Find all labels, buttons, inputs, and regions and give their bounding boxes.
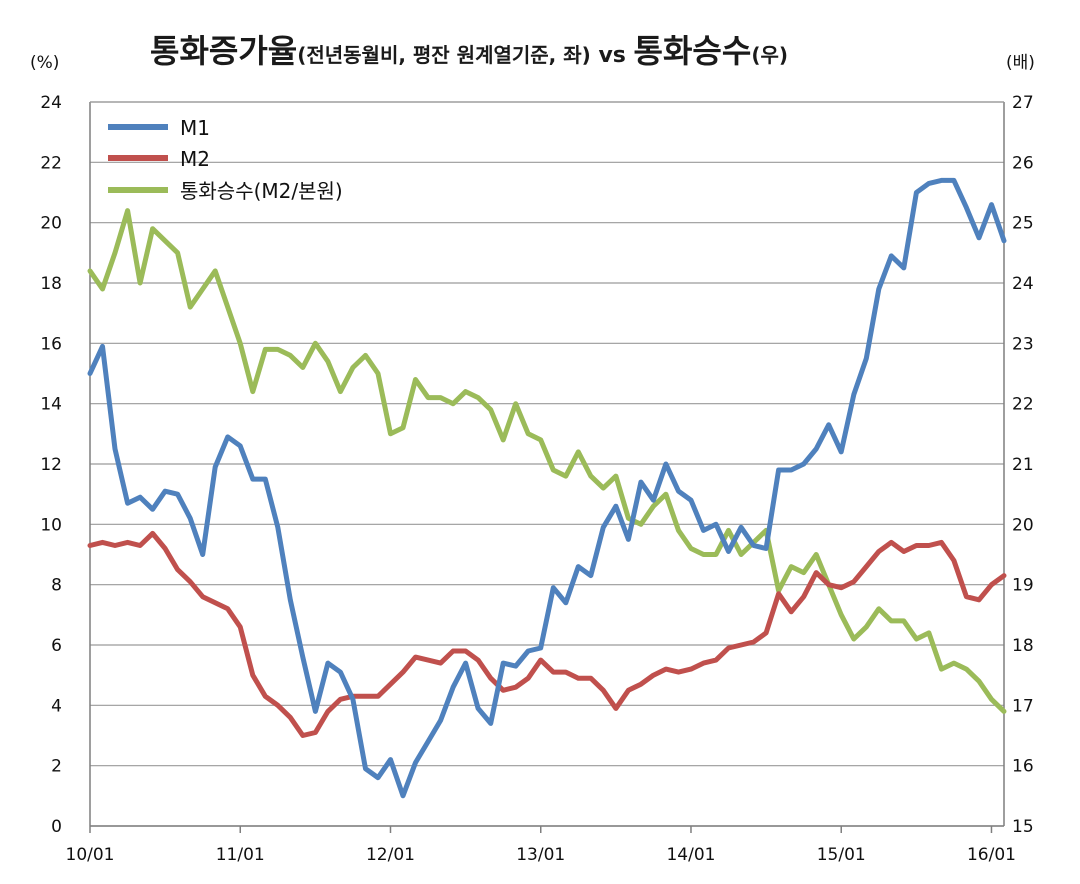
x-tick-label: 15/01 <box>817 845 866 865</box>
right-axis-unit: (배) <box>1006 53 1035 73</box>
right-tick-label: 15 <box>1012 817 1034 837</box>
left-tick-label: 4 <box>51 696 62 716</box>
x-axis-ticks: 10/01 11/01 12/01 13/01 14/01 15/01 16/01 <box>66 826 1016 865</box>
title-part-vs: vs <box>591 43 634 68</box>
right-axis-ticks: 15 16 17 18 19 20 21 22 23 24 25 26 27 <box>1012 93 1034 837</box>
left-tick-label: 24 <box>40 93 62 113</box>
right-tick-label: 22 <box>1012 395 1034 415</box>
series-lines <box>87 177 1007 799</box>
left-tick-label: 22 <box>40 153 62 173</box>
right-tick-label: 27 <box>1012 93 1034 113</box>
legend-label: M1 <box>180 116 210 140</box>
right-tick-label: 21 <box>1012 455 1034 475</box>
legend: M1 M2 통화승수(M2/본원) <box>108 116 343 203</box>
right-tick-label: 26 <box>1012 153 1034 173</box>
x-tick-label: 11/01 <box>216 845 265 865</box>
left-tick-label: 8 <box>51 576 62 596</box>
left-tick-label: 14 <box>40 395 62 415</box>
right-tick-label: 20 <box>1012 515 1034 535</box>
x-tick-label: 10/01 <box>66 845 115 865</box>
left-axis-unit: (%) <box>30 53 59 73</box>
title-part-growth: 통화증가율 <box>150 32 297 70</box>
legend-label: 통화승수(M2/본원) <box>180 179 343 203</box>
right-tick-label: 23 <box>1012 334 1034 354</box>
left-tick-label: 20 <box>40 214 62 234</box>
left-tick-label: 18 <box>40 274 62 294</box>
left-tick-label: 16 <box>40 334 62 354</box>
series-line-m2 <box>87 530 1007 738</box>
left-tick-label: 2 <box>51 757 62 777</box>
x-tick-label: 13/01 <box>516 845 565 865</box>
left-tick-label: 0 <box>51 817 62 837</box>
x-tick-label: 14/01 <box>666 845 715 865</box>
left-tick-label: 12 <box>40 455 62 475</box>
right-tick-label: 17 <box>1012 696 1034 716</box>
right-tick-label: 25 <box>1012 214 1034 234</box>
series-line-multiplier <box>87 208 1007 714</box>
x-tick-label: 16/01 <box>967 845 1016 865</box>
title-part-multiplier-note: (우) <box>751 43 788 67</box>
left-tick-label: 6 <box>51 636 62 656</box>
right-tick-label: 24 <box>1012 274 1034 294</box>
right-tick-label: 18 <box>1012 636 1034 656</box>
title-part-growth-note: (전년동월비, 평잔 원계열기준, 좌) <box>297 43 591 67</box>
title-part-multiplier: 통화승수 <box>634 32 752 70</box>
right-tick-label: 16 <box>1012 757 1034 777</box>
legend-label: M2 <box>180 147 210 171</box>
chart-title: 통화증가율(전년동월비, 평잔 원계열기준, 좌) vs 통화승수(우) <box>150 32 788 70</box>
left-tick-label: 10 <box>40 515 62 535</box>
x-tick-label: 12/01 <box>366 845 415 865</box>
right-tick-label: 19 <box>1012 576 1034 596</box>
series-line-m1 <box>87 177 1007 799</box>
